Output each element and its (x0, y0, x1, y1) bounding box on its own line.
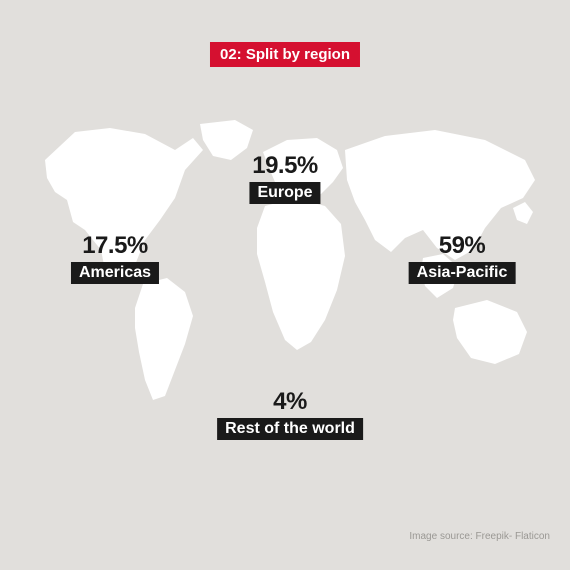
continent-greenland (200, 120, 253, 160)
infographic-stage: 02: Split by region (0, 0, 570, 570)
region-pct: 59% (409, 232, 516, 260)
region-label-europe: 19.5% Europe (249, 152, 320, 204)
region-name: Asia-Pacific (409, 262, 516, 284)
region-name: Americas (71, 262, 159, 284)
region-pct: 17.5% (71, 232, 159, 260)
region-name: Europe (249, 182, 320, 204)
continent-australia (453, 300, 527, 364)
continent-east-asia-islands (513, 202, 533, 224)
region-label-asia: 59% Asia-Pacific (409, 232, 516, 284)
continent-africa (257, 198, 345, 350)
title-badge: 02: Split by region (210, 42, 360, 67)
continent-south-america (135, 278, 193, 400)
image-credit: Image source: Freepik- Flaticon (409, 531, 550, 542)
region-pct: 19.5% (249, 152, 320, 180)
region-pct: 4% (217, 388, 363, 416)
region-name: Rest of the world (217, 418, 363, 440)
region-label-americas: 17.5% Americas (71, 232, 159, 284)
region-label-rest: 4% Rest of the world (217, 388, 363, 440)
